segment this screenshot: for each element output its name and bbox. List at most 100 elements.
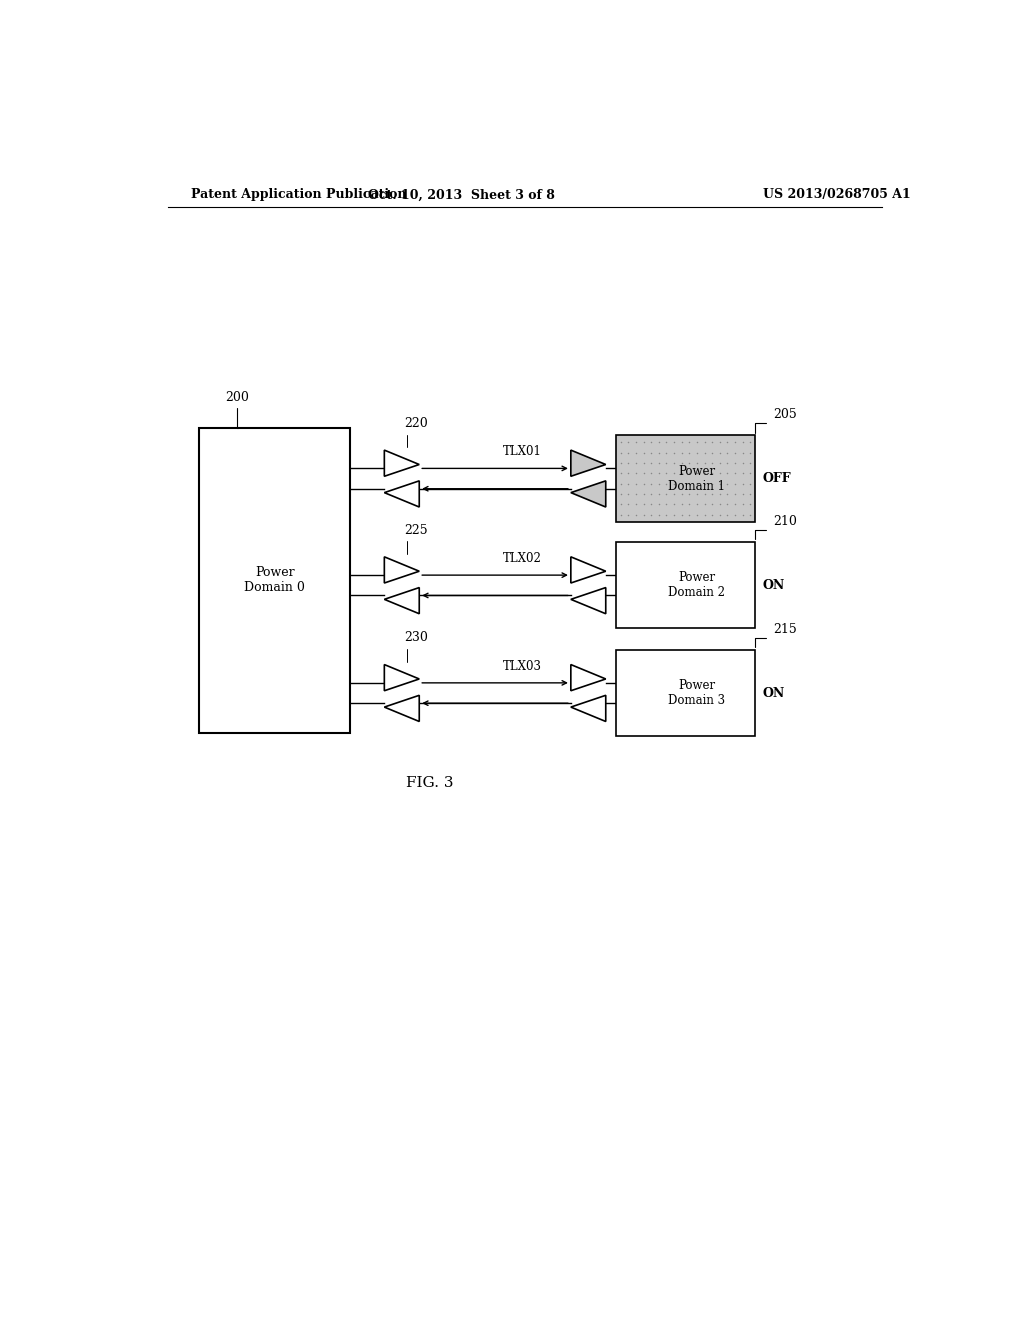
Polygon shape	[570, 664, 606, 690]
Point	[643, 473, 659, 494]
Point	[621, 442, 637, 463]
Point	[612, 504, 629, 525]
Point	[666, 494, 682, 515]
Point	[727, 473, 743, 494]
Point	[643, 442, 659, 463]
Point	[727, 504, 743, 525]
Point	[636, 473, 652, 494]
Point	[703, 442, 720, 463]
Point	[719, 483, 735, 504]
Point	[742, 453, 759, 474]
Point	[734, 442, 751, 463]
Polygon shape	[570, 557, 606, 583]
Point	[636, 504, 652, 525]
Point	[689, 442, 706, 463]
Point	[636, 494, 652, 515]
Point	[689, 463, 706, 484]
Point	[742, 494, 759, 515]
Bar	[616, 543, 755, 628]
Polygon shape	[570, 480, 606, 507]
Point	[674, 483, 690, 504]
Point	[650, 494, 667, 515]
Point	[650, 504, 667, 525]
Point	[703, 473, 720, 494]
Point	[666, 504, 682, 525]
Point	[650, 432, 667, 453]
Point	[727, 432, 743, 453]
Point	[643, 494, 659, 515]
Point	[689, 453, 706, 474]
Point	[674, 463, 690, 484]
Point	[666, 483, 682, 504]
Text: Power
Domain 0: Power Domain 0	[245, 566, 305, 594]
Point	[712, 504, 728, 525]
Point	[712, 473, 728, 494]
Text: FIG. 3: FIG. 3	[406, 776, 454, 791]
Point	[636, 463, 652, 484]
Point	[719, 494, 735, 515]
Point	[674, 453, 690, 474]
Point	[674, 494, 690, 515]
Point	[734, 504, 751, 525]
Point	[658, 483, 675, 504]
Point	[703, 483, 720, 504]
Point	[612, 453, 629, 474]
Text: 200: 200	[225, 391, 249, 404]
Point	[734, 463, 751, 484]
Point	[696, 453, 713, 474]
Point	[696, 504, 713, 525]
Text: Power
Domain 3: Power Domain 3	[668, 678, 725, 708]
Point	[674, 504, 690, 525]
Point	[674, 442, 690, 463]
Point	[727, 442, 743, 463]
Point	[628, 463, 644, 484]
Point	[612, 473, 629, 494]
Point	[666, 442, 682, 463]
Point	[696, 432, 713, 453]
Point	[621, 483, 637, 504]
Point	[681, 453, 697, 474]
Point	[734, 494, 751, 515]
Point	[643, 483, 659, 504]
Text: Patent Application Publication: Patent Application Publication	[191, 189, 407, 202]
Point	[612, 483, 629, 504]
Point	[703, 504, 720, 525]
Text: TLX01: TLX01	[503, 445, 542, 458]
Point	[621, 463, 637, 484]
Point	[658, 494, 675, 515]
Text: TLX02: TLX02	[503, 552, 542, 565]
Polygon shape	[570, 587, 606, 614]
Point	[703, 432, 720, 453]
Point	[612, 432, 629, 453]
Point	[742, 442, 759, 463]
Point	[689, 432, 706, 453]
Point	[628, 432, 644, 453]
Text: 230: 230	[404, 631, 428, 644]
Point	[734, 432, 751, 453]
Point	[628, 483, 644, 504]
Point	[742, 483, 759, 504]
Point	[621, 432, 637, 453]
Point	[628, 453, 644, 474]
Point	[703, 463, 720, 484]
Point	[734, 473, 751, 494]
Point	[628, 442, 644, 463]
Point	[689, 483, 706, 504]
Point	[712, 432, 728, 453]
Point	[681, 494, 697, 515]
Point	[658, 442, 675, 463]
Text: Power
Domain 1: Power Domain 1	[668, 465, 725, 492]
Point	[681, 483, 697, 504]
Point	[621, 453, 637, 474]
Text: 215: 215	[773, 623, 797, 636]
Point	[666, 463, 682, 484]
Point	[689, 504, 706, 525]
Point	[681, 463, 697, 484]
Point	[628, 473, 644, 494]
Point	[712, 453, 728, 474]
Point	[666, 473, 682, 494]
Point	[696, 494, 713, 515]
Point	[742, 432, 759, 453]
Text: Power
Domain 2: Power Domain 2	[668, 572, 725, 599]
Point	[712, 494, 728, 515]
